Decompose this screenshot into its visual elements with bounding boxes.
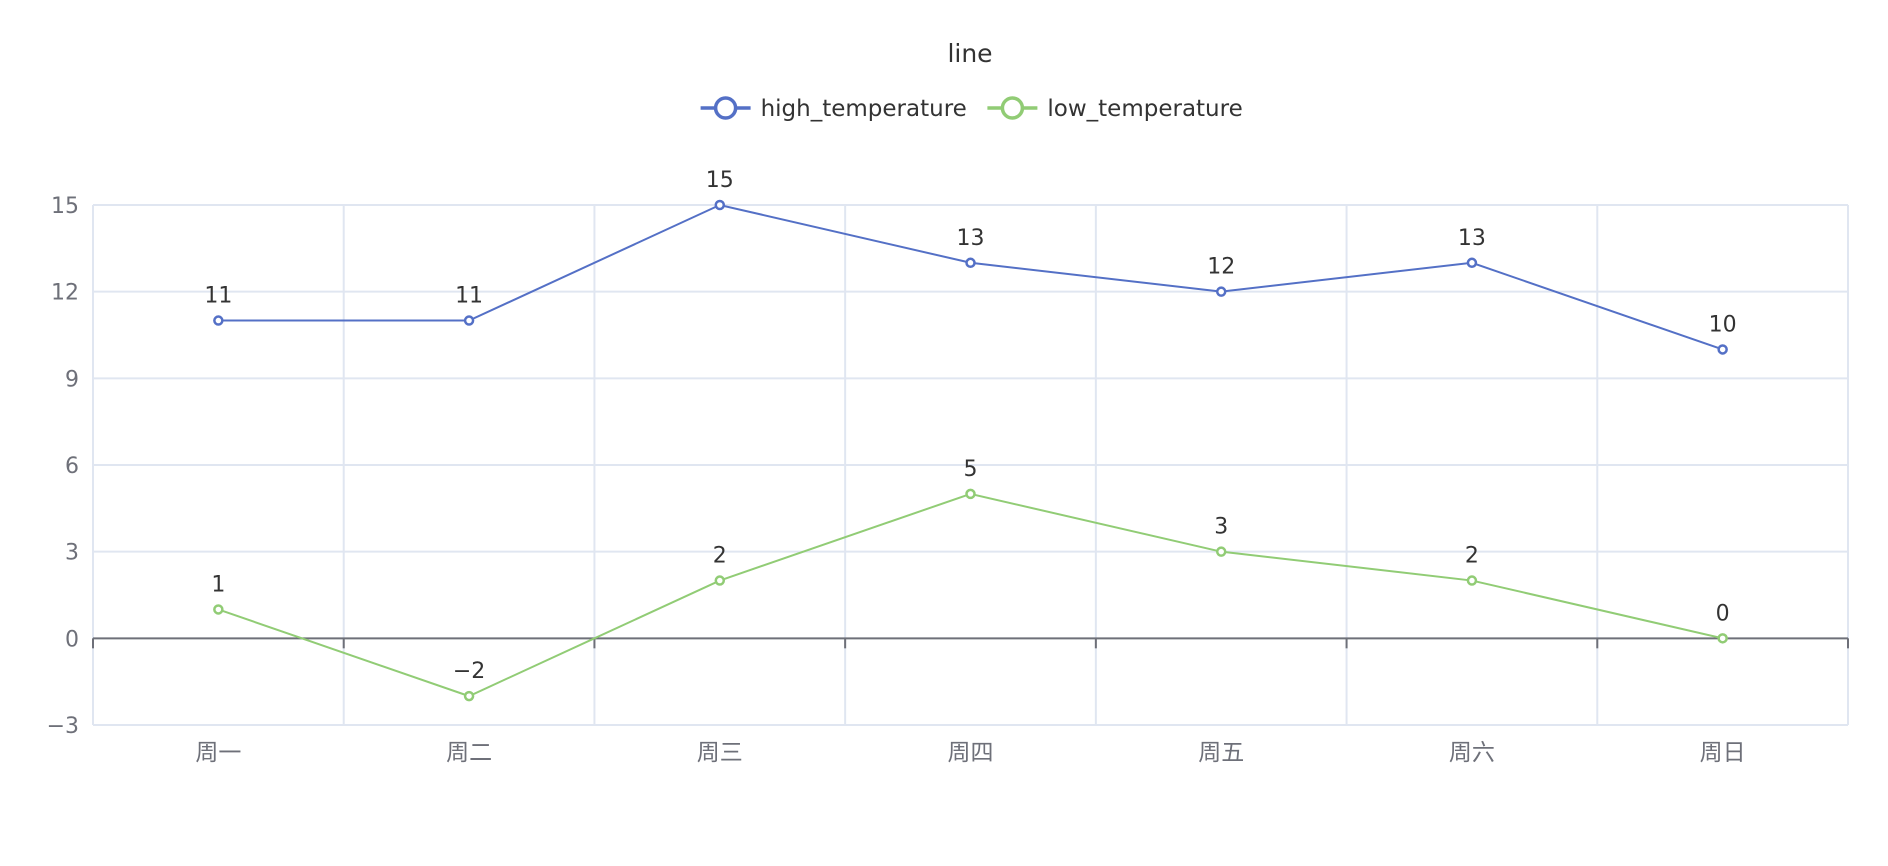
x-tick-label: 周日 — [1700, 740, 1746, 766]
x-tick-label: 周六 — [1449, 740, 1495, 766]
data-point[interactable] — [1215, 286, 1227, 297]
data-label: 11 — [204, 284, 232, 309]
data-point[interactable] — [1215, 546, 1227, 557]
legend-item-low_temperature[interactable]: low_temperature — [987, 96, 1243, 122]
data-label: 2 — [713, 544, 727, 569]
y-tick-label: 9 — [65, 367, 79, 392]
data-point[interactable] — [714, 575, 726, 586]
x-tick-label: 周一 — [195, 740, 241, 766]
x-tick-label: 周四 — [948, 740, 994, 766]
data-label: 1 — [211, 572, 225, 597]
legend-marker-icon — [1000, 96, 1025, 120]
series-line-low_temperature — [218, 492, 1723, 698]
data-point[interactable] — [1466, 257, 1478, 269]
data-label: 15 — [706, 168, 734, 193]
y-tick-label: 15 — [51, 194, 79, 219]
data-labels: 11 11 15 13 12 13 10 1 −2 2 5 3 2 0 — [204, 168, 1736, 684]
data-point[interactable] — [1717, 633, 1728, 644]
y-tick-label: 3 — [65, 541, 79, 566]
data-label: 5 — [964, 457, 978, 482]
data-point[interactable] — [965, 257, 976, 269]
x-tick-label: 周五 — [1198, 740, 1244, 766]
series-layer — [213, 199, 1728, 702]
data-point[interactable] — [1717, 344, 1728, 355]
legend-marker-icon — [713, 96, 738, 120]
y-tick-label: −3 — [47, 714, 79, 739]
chart-title: line — [947, 39, 992, 68]
legend[interactable]: high_temperature low_temperature — [700, 96, 1243, 122]
data-label: 3 — [1214, 515, 1228, 540]
data-point[interactable] — [213, 604, 224, 615]
y-tick-label: 6 — [65, 454, 79, 479]
y-tick-label: 0 — [65, 627, 79, 652]
data-point[interactable] — [1466, 575, 1478, 586]
legend-label: high_temperature — [761, 96, 967, 122]
data-point[interactable] — [463, 690, 475, 702]
x-tick-label: 周三 — [697, 740, 743, 766]
data-label: 13 — [957, 226, 985, 251]
data-label: 10 — [1709, 312, 1737, 337]
data-point[interactable] — [965, 488, 976, 500]
legend-item-high_temperature[interactable]: high_temperature — [700, 96, 967, 122]
y-tick-label: 12 — [51, 281, 79, 306]
data-label: 0 — [1716, 601, 1730, 626]
x-tick-label: 周二 — [446, 740, 492, 766]
data-label: −2 — [453, 659, 485, 684]
data-label: 2 — [1465, 544, 1479, 569]
data-point[interactable] — [714, 199, 726, 211]
legend-label: low_temperature — [1047, 96, 1242, 122]
data-point[interactable] — [213, 315, 224, 326]
data-label: 12 — [1207, 255, 1235, 280]
data-label: 13 — [1458, 226, 1486, 251]
data-point[interactable] — [463, 315, 475, 326]
data-label: 11 — [455, 284, 483, 309]
